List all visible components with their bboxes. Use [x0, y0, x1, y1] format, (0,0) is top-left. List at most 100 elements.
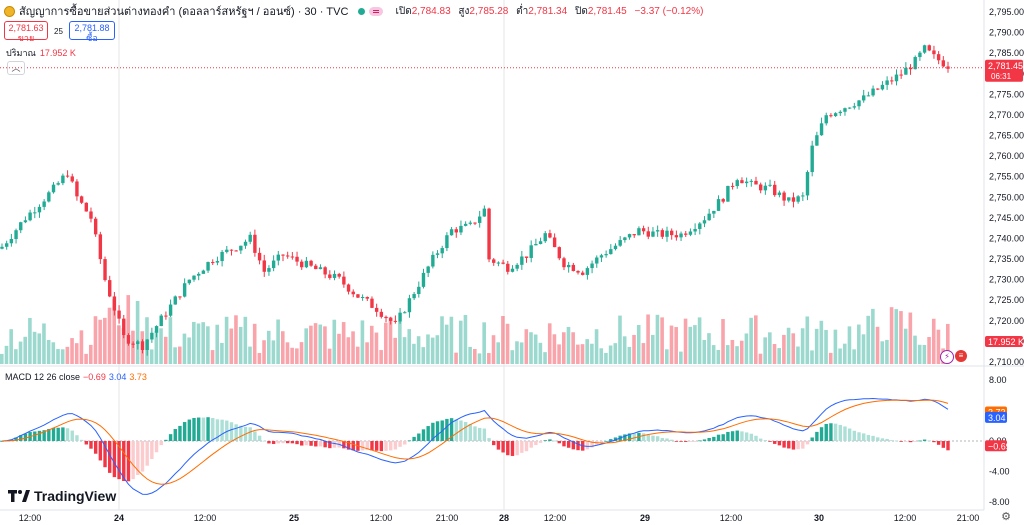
- candle-body[interactable]: [248, 234, 252, 242]
- candle-body[interactable]: [285, 255, 290, 257]
- candle-body[interactable]: [178, 296, 182, 298]
- candle-body[interactable]: [9, 238, 14, 244]
- candle-body[interactable]: [787, 197, 791, 201]
- candle-body[interactable]: [852, 106, 857, 108]
- candle-body[interactable]: [173, 296, 177, 305]
- candle-body[interactable]: [651, 231, 655, 237]
- candle-body[interactable]: [515, 264, 519, 269]
- candle-body[interactable]: [890, 80, 894, 82]
- candle-body[interactable]: [84, 202, 88, 212]
- candle-body[interactable]: [33, 212, 37, 214]
- candle-body[interactable]: [440, 248, 444, 254]
- candle-body[interactable]: [885, 80, 889, 85]
- candle-body[interactable]: [595, 257, 599, 264]
- candle-body[interactable]: [342, 276, 346, 285]
- candle-body[interactable]: [28, 212, 32, 221]
- chevron-up-icon[interactable]: ︿: [7, 61, 25, 75]
- candle-body[interactable]: [613, 245, 618, 250]
- candle-body[interactable]: [520, 256, 524, 265]
- candle-body[interactable]: [590, 263, 594, 269]
- candle-body[interactable]: [726, 185, 730, 202]
- candle-body[interactable]: [838, 111, 842, 114]
- candle-body[interactable]: [552, 237, 557, 248]
- candle-body[interactable]: [693, 228, 697, 232]
- candle-body[interactable]: [435, 253, 440, 255]
- candle-body[interactable]: [637, 228, 641, 236]
- candle-body[interactable]: [412, 294, 416, 299]
- candle-body[interactable]: [37, 206, 42, 213]
- candle-body[interactable]: [876, 88, 880, 90]
- candle-body[interactable]: [646, 231, 650, 237]
- volume-legend[interactable]: ปริมาณ 17.952 K: [6, 46, 76, 60]
- last-price-badge[interactable]: [985, 59, 1023, 82]
- us-flag-icon[interactable]: ≡: [955, 350, 967, 362]
- candle-body[interactable]: [112, 296, 117, 311]
- candle-body[interactable]: [609, 249, 613, 255]
- candle-body[interactable]: [566, 264, 571, 268]
- candle-body[interactable]: [403, 312, 407, 314]
- candle-body[interactable]: [145, 339, 149, 350]
- candle-body[interactable]: [660, 230, 665, 237]
- candle-body[interactable]: [93, 218, 98, 235]
- candle-body[interactable]: [712, 210, 716, 214]
- candle-body[interactable]: [562, 258, 566, 268]
- candle-body[interactable]: [684, 233, 688, 235]
- candle-body[interactable]: [768, 184, 772, 186]
- candle-body[interactable]: [421, 272, 426, 287]
- candle-body[interactable]: [721, 199, 725, 202]
- candle-body[interactable]: [271, 260, 276, 269]
- candle-body[interactable]: [899, 74, 903, 76]
- candle-body[interactable]: [374, 307, 379, 312]
- candle-body[interactable]: [276, 254, 281, 261]
- candle-body[interactable]: [754, 180, 758, 185]
- candle-body[interactable]: [159, 315, 163, 327]
- candle-body[interactable]: [89, 211, 93, 219]
- candle-body[interactable]: [70, 176, 74, 182]
- candle-body[interactable]: [332, 273, 337, 278]
- candle-body[interactable]: [42, 201, 46, 207]
- candle-body[interactable]: [243, 241, 248, 246]
- candle-body[interactable]: [417, 286, 421, 295]
- candle-body[interactable]: [239, 245, 243, 251]
- candle-body[interactable]: [182, 283, 187, 297]
- candle-body[interactable]: [810, 145, 814, 173]
- candle-body[interactable]: [581, 272, 585, 275]
- candle-body[interactable]: [871, 88, 875, 96]
- candle-body[interactable]: [777, 192, 782, 196]
- candle-body[interactable]: [168, 304, 173, 316]
- candle-body[interactable]: [61, 175, 65, 184]
- candle-body[interactable]: [360, 297, 365, 299]
- candle-body[interactable]: [632, 234, 636, 236]
- candle-body[interactable]: [351, 291, 355, 295]
- candle-body[interactable]: [300, 261, 304, 268]
- candle-body[interactable]: [79, 196, 84, 203]
- macd-legend[interactable]: MACD 12 26 close −0.69 3.04 3.73: [5, 372, 147, 382]
- candle-body[interactable]: [47, 192, 51, 202]
- candle-body[interactable]: [707, 213, 711, 221]
- candle-body[interactable]: [740, 180, 744, 184]
- candle-body[interactable]: [108, 280, 112, 297]
- candle-body[interactable]: [365, 297, 369, 299]
- candle-body[interactable]: [866, 95, 871, 97]
- candle-body[interactable]: [281, 254, 285, 256]
- candle-body[interactable]: [136, 341, 140, 344]
- gear-icon[interactable]: ⚙: [1001, 511, 1011, 523]
- candle-body[interactable]: [927, 45, 931, 51]
- candle-body[interactable]: [431, 254, 435, 267]
- candle-body[interactable]: [122, 318, 126, 336]
- candle-body[interactable]: [65, 175, 70, 177]
- candle-body[interactable]: [529, 245, 533, 258]
- candle-body[interactable]: [534, 244, 538, 246]
- candle-body[interactable]: [815, 135, 819, 146]
- candle-body[interactable]: [201, 270, 206, 274]
- candle-body[interactable]: [543, 233, 547, 242]
- candle-body[interactable]: [126, 335, 131, 344]
- candle-body[interactable]: [304, 260, 309, 268]
- candle-body[interactable]: [749, 180, 754, 182]
- candle-body[interactable]: [75, 181, 79, 197]
- candle-body[interactable]: [220, 251, 224, 262]
- candle-body[interactable]: [379, 311, 384, 317]
- candle-body[interactable]: [290, 256, 295, 258]
- symbol-title[interactable]: สัญญาการซื้อขายส่วนต่างทองคำ (ดอลลาร์สหร…: [19, 6, 349, 18]
- candle-body[interactable]: [309, 260, 313, 266]
